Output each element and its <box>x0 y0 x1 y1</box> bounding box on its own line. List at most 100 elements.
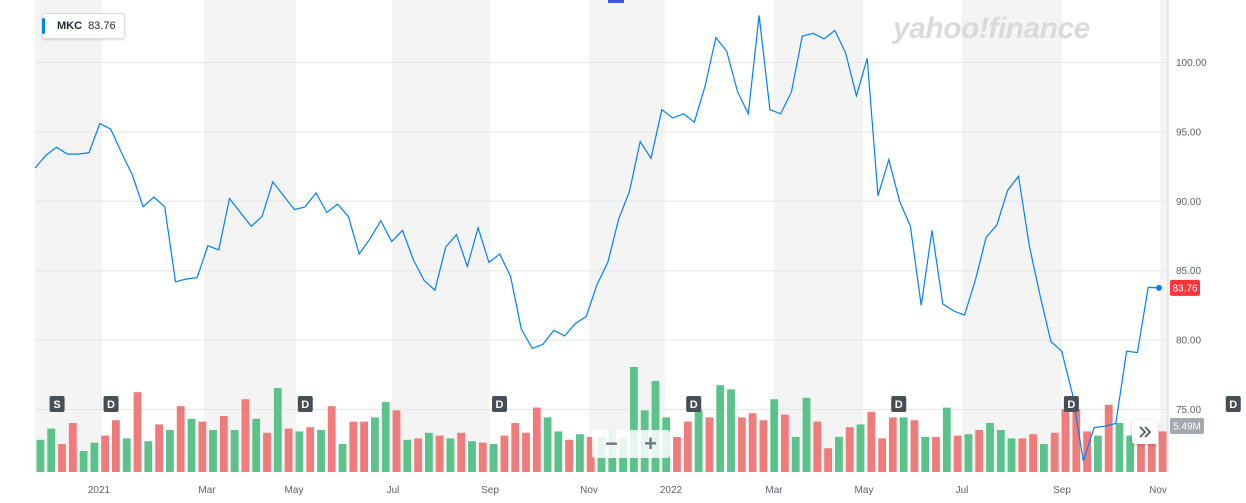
volume-bar <box>133 392 142 472</box>
event-marker-label: D <box>1067 399 1075 411</box>
volume-bar <box>338 444 347 472</box>
volume-bar <box>878 438 886 472</box>
x-tick-label: Jul <box>387 485 400 496</box>
event-marker-label: D <box>496 399 504 411</box>
volume-badge-text: 5.49M <box>1173 422 1201 433</box>
y-axis: 75.00 80.00 85.00 90.00 95.00 100.00 <box>1176 58 1207 416</box>
month-band <box>35 0 102 472</box>
volume-bar <box>824 448 832 472</box>
volume-bar <box>964 434 973 472</box>
volume-bar <box>414 438 422 472</box>
volume-bar <box>241 399 250 472</box>
volume-bar <box>543 417 552 472</box>
yahoo-finance-logo: yahoo!finance <box>893 12 1090 45</box>
event-marker-box <box>49 396 65 412</box>
volume-bar <box>651 381 660 472</box>
event-marker-box <box>686 396 702 412</box>
x-tick-label: 2022 <box>660 485 683 496</box>
volume-bar <box>1018 438 1027 472</box>
y-tick-label: 75.00 <box>1176 405 1201 416</box>
event-marker-box <box>1225 396 1241 412</box>
volume-bar <box>435 435 444 472</box>
ticker-legend[interactable]: MKC 83.76 <box>42 13 125 39</box>
month-band <box>392 0 490 472</box>
x-axis: 2021 Mar May Jul Sep Nov 2022 Mar May Jul Sep Nov <box>88 485 1167 496</box>
range-marker[interactable] <box>608 0 624 3</box>
volume-bar <box>888 417 897 472</box>
month-band <box>962 0 1062 472</box>
legend-ticker: MKC <box>57 20 83 32</box>
volume-bar <box>716 385 725 472</box>
volume-bar <box>101 435 109 472</box>
volume-bar <box>953 435 962 472</box>
volume-bar <box>79 451 88 472</box>
volume-bar <box>932 437 940 472</box>
volume-bar <box>252 418 261 472</box>
volume-bar <box>705 417 714 472</box>
event-marker-box <box>297 396 313 412</box>
dividend-marker[interactable]: D <box>891 396 907 412</box>
x-tick-label: Sep <box>481 485 499 496</box>
event-marker-box <box>491 396 507 412</box>
last-price-badge-text: 83.76 <box>1172 283 1197 294</box>
price-line[interactable] <box>34 15 1160 462</box>
volume-bar <box>166 430 174 472</box>
volume-bar <box>813 421 822 472</box>
dividend-marker[interactable]: D <box>103 396 119 412</box>
volume-bar <box>802 397 811 472</box>
volume-bar <box>942 407 951 472</box>
y-tick-label: 80.00 <box>1176 336 1201 347</box>
price-line-group <box>34 15 1162 462</box>
volume-bar <box>1126 435 1135 472</box>
volume-bar <box>1029 434 1037 472</box>
volume-bar <box>403 439 412 472</box>
volume-bar <box>1137 431 1145 472</box>
volume-bar <box>748 413 757 472</box>
volume-bar <box>683 421 692 472</box>
volume-bar <box>576 434 584 472</box>
volume-bar <box>522 432 530 472</box>
volume-bar <box>586 437 595 472</box>
volume-bar <box>381 402 390 472</box>
dividend-marker[interactable]: D <box>1063 396 1079 412</box>
volume-bar <box>58 444 66 472</box>
volume-bar <box>219 416 228 472</box>
volume-bar <box>673 437 681 472</box>
volume-bar <box>835 437 843 472</box>
dividend-marker[interactable]: D <box>297 396 313 412</box>
y-tick-label: 100.00 <box>1176 58 1207 69</box>
volume-bar <box>122 438 131 472</box>
dividend-marker[interactable]: D <box>686 396 702 412</box>
volume-bar <box>230 430 239 472</box>
split-marker[interactable]: S <box>49 396 65 412</box>
volume-bar <box>392 410 401 472</box>
volume-bar <box>187 418 196 472</box>
volume-bar <box>144 441 153 472</box>
volume-bar <box>565 439 573 472</box>
x-tick-label: Sep <box>1053 485 1071 496</box>
dividend-marker[interactable]: D <box>491 396 507 412</box>
volume-bar <box>986 423 994 472</box>
zoom-out-button[interactable]: − <box>605 431 618 456</box>
volume-badge: 5.49M <box>1170 418 1204 434</box>
x-tick-label: 2021 <box>88 485 111 496</box>
dividend-marker[interactable]: D <box>1225 396 1241 412</box>
volume-bar <box>554 431 563 472</box>
volume-bar <box>1050 432 1059 472</box>
volume-bar <box>1158 431 1167 472</box>
volume-bar <box>295 431 304 472</box>
volume-bar <box>500 435 509 472</box>
event-marker-label: D <box>690 399 698 411</box>
volume-bar <box>327 406 336 472</box>
event-marker-label: D <box>107 399 115 411</box>
scroll-to-latest-button[interactable] <box>1132 420 1158 444</box>
volume-bar <box>263 432 271 472</box>
volume-bar <box>899 417 908 472</box>
last-price-dot <box>1156 284 1162 291</box>
volume-bar <box>630 367 638 472</box>
volume-bar <box>1094 435 1102 472</box>
month-bands <box>35 0 1168 472</box>
zoom-in-button[interactable]: + <box>644 431 657 456</box>
